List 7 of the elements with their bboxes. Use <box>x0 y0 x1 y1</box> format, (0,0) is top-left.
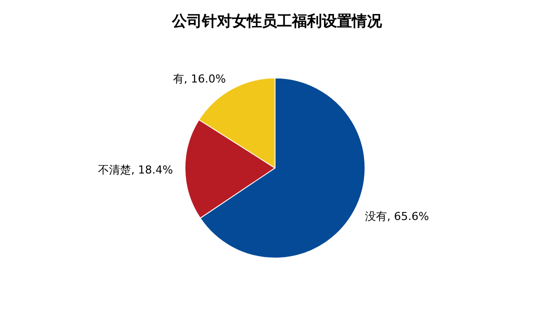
slice-label: 不清楚 <box>98 163 132 176</box>
slice-label: 有 <box>172 72 184 86</box>
data-label: , 16.0% <box>184 72 226 86</box>
slice-label: 没有 <box>364 210 387 224</box>
data-label: , 65.6% <box>386 210 429 224</box>
chart-title: 公司针对女性员工福利设置情况 <box>171 12 383 30</box>
data-label: , 18.4% <box>131 163 174 176</box>
